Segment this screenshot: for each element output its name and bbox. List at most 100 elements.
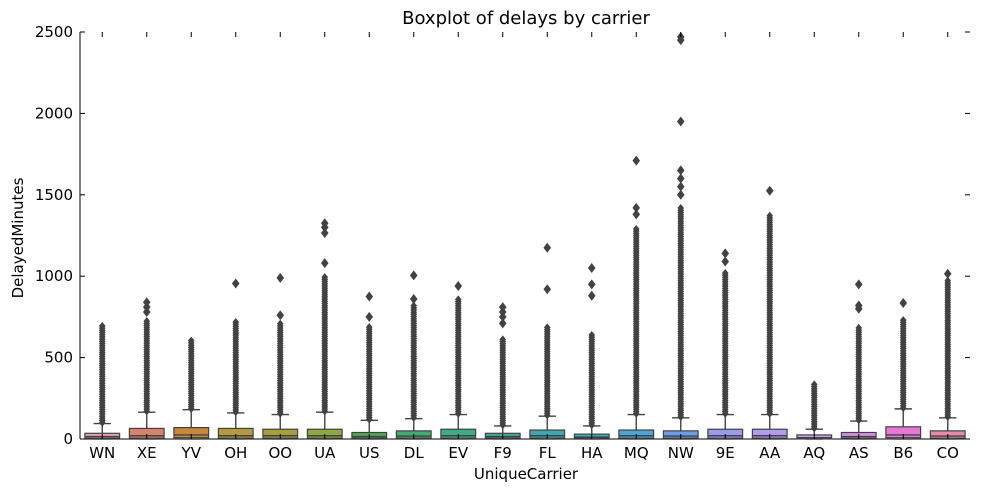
outlier-point [365, 323, 373, 332]
box-MQ [618, 155, 655, 440]
box-US [351, 291, 388, 440]
outlier-band [98, 321, 106, 427]
box-DL [395, 270, 432, 440]
chart-title: Boxplot of delays by carrier [402, 8, 650, 29]
x-tick-label: F9 [494, 444, 512, 462]
outlier-point [232, 317, 240, 326]
x-tick-label: B6 [893, 444, 913, 462]
outlier-point [676, 173, 685, 184]
outlier-band [810, 380, 818, 433]
box-NW [662, 31, 699, 440]
outlier-point [231, 278, 240, 289]
outlier-point [365, 311, 374, 322]
x-tick-label: OH [224, 444, 247, 462]
outlier-point [765, 185, 774, 196]
axes-group [79, 32, 970, 440]
outlier-point [187, 336, 195, 345]
outlier-point [320, 258, 329, 269]
boxes-group [84, 31, 966, 440]
outlier-point [854, 300, 863, 311]
outlier-band [588, 330, 596, 430]
outlier-point [365, 291, 374, 302]
outlier-point [676, 116, 685, 127]
outlier-point [454, 295, 462, 304]
box-FL [529, 242, 566, 440]
x-tick-label: CO [937, 444, 959, 462]
outlier-band [143, 317, 151, 416]
outlier-point [944, 276, 952, 285]
outlier-band [944, 276, 952, 422]
outlier-point [587, 279, 596, 290]
box-AQ [796, 380, 833, 440]
y-tick-label: 0 [63, 430, 73, 448]
outlier-band [276, 319, 284, 418]
x-tick-label: EV [448, 444, 468, 462]
y-axis-label: DelayedMinutes [9, 177, 27, 298]
x-tick-label: YV [181, 444, 202, 462]
x-tick-label: AA [759, 444, 781, 462]
outlier-band [721, 268, 729, 418]
box-9E [707, 248, 744, 440]
y-tick-label: 2500 [35, 23, 73, 41]
x-tick-label: FL [539, 444, 557, 462]
x-tick-label: WN [89, 444, 115, 462]
outlier-point [143, 317, 151, 326]
outlier-point [276, 272, 285, 283]
outlier-point [899, 316, 907, 325]
outlier-point [587, 290, 596, 301]
box-OO [262, 272, 299, 440]
outlier-band [410, 301, 418, 422]
x-tick-label: DL [404, 444, 425, 462]
outlier-point [677, 204, 685, 213]
outlier-band [677, 204, 685, 422]
outlier-band [766, 211, 774, 418]
box-EV [440, 280, 477, 440]
outlier-point [810, 380, 818, 389]
outlier-point [854, 279, 863, 290]
outlier-band [187, 336, 195, 413]
box-CO [929, 268, 966, 440]
box-AA [751, 185, 788, 440]
outlier-point [721, 256, 730, 267]
x-ticks-group: WN XE YV OH OO UA US DL EV F9 FL HA MQ NW 9E AA AQ AS B6 CO [89, 32, 959, 462]
y-tick-label: 500 [44, 349, 73, 367]
outlier-point [721, 248, 730, 259]
outlier-band [454, 295, 462, 418]
box-HA [573, 263, 610, 440]
box-AS [840, 279, 877, 440]
outlier-band [232, 317, 240, 417]
outlier-point [588, 330, 596, 339]
box-OH [217, 278, 254, 440]
outlier-band [855, 323, 863, 425]
outlier-point [676, 181, 685, 192]
outlier-point [543, 242, 552, 253]
x-tick-label: MQ [624, 444, 649, 462]
outlier-point [409, 293, 418, 304]
y-tick-label: 2000 [35, 104, 73, 122]
box-F9 [484, 302, 521, 440]
outlier-point [498, 318, 507, 329]
outlier-point [543, 323, 551, 332]
x-tick-label: AQ [803, 444, 825, 462]
x-tick-label: OO [268, 444, 292, 462]
outlier-point [766, 211, 774, 220]
y-tick-label: 1500 [35, 186, 73, 204]
y-ticks-group: 0 500 1000 1500 2000 2500 [35, 23, 970, 448]
outlier-point [721, 268, 729, 277]
x-tick-label: US [359, 444, 380, 462]
x-tick-label: UA [314, 444, 336, 462]
x-tick-label: AS [849, 444, 869, 462]
outlier-band [499, 335, 507, 430]
outlier-point [320, 218, 329, 229]
x-axis-label: UniqueCarrier [474, 465, 579, 483]
outlier-point [632, 155, 641, 166]
outlier-point [409, 270, 418, 281]
x-tick-label: XE [137, 444, 157, 462]
outlier-point [276, 319, 284, 328]
outlier-point [632, 202, 641, 213]
outlier-point [320, 228, 329, 239]
outlier-point [632, 224, 640, 233]
outlier-point [632, 209, 641, 220]
x-tick-label: 9E [716, 444, 735, 462]
